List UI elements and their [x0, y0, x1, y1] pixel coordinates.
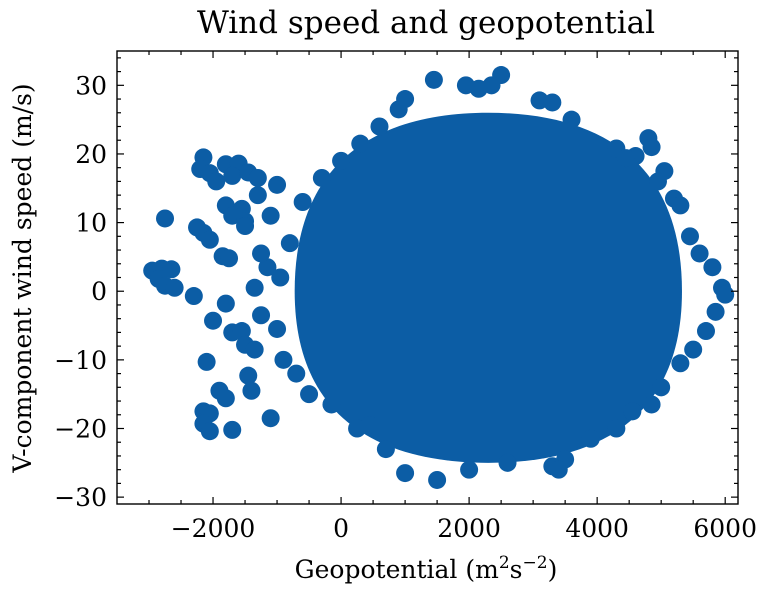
y-tick-label: 20: [75, 140, 107, 169]
scatter-point: [204, 311, 223, 330]
scatter-point: [197, 352, 216, 371]
scatter-point: [607, 419, 626, 438]
scatter-point: [207, 172, 226, 191]
scatter-point: [716, 285, 735, 304]
scatter-point: [156, 209, 175, 228]
scatter-point: [271, 268, 290, 287]
scatter-point: [706, 302, 725, 321]
scatter-point: [300, 385, 319, 404]
scatter-point: [200, 422, 219, 441]
scatter-point: [248, 186, 267, 205]
scatter-point: [242, 381, 261, 400]
scatter-point: [293, 193, 312, 211]
scatter-point: [162, 260, 181, 279]
scatter-point: [684, 340, 703, 359]
x-tick-label: 4000: [565, 514, 629, 543]
scatter-point: [280, 234, 299, 253]
x-tick-label: 6000: [693, 514, 757, 543]
tick-labels: −2000 0 2000 4000 6000 −30 −20 −10 0 10 20 30: [54, 71, 757, 543]
y-tick-label: −20: [54, 415, 107, 444]
scatter-point: [258, 258, 277, 277]
scatter-point: [236, 217, 255, 236]
x-tick-label: 0: [333, 514, 349, 543]
scatter-point: [239, 366, 258, 385]
scatter-point: [245, 340, 264, 359]
x-axis-label-mid: s: [510, 555, 523, 584]
scatter-point: [543, 93, 562, 112]
scatter-point: [268, 175, 287, 194]
scatter-point: [460, 460, 479, 479]
x-axis-label-sup2: −2: [523, 553, 548, 573]
x-axis-label-sup1: 2: [499, 553, 510, 573]
scatter-point: [232, 322, 251, 341]
scatter-point: [245, 278, 264, 297]
scatter-point: [184, 287, 203, 306]
x-axis-label-end: ): [548, 555, 558, 584]
point-cloud-body: [294, 112, 682, 463]
scatter-point: [616, 149, 635, 168]
y-tick-label: 0: [91, 277, 107, 306]
data-points: [143, 66, 735, 489]
y-axis-label: V-component wind speed (m/s): [8, 83, 37, 473]
scatter-point: [690, 244, 709, 263]
scatter-point: [456, 76, 475, 95]
scatter-point: [252, 244, 271, 263]
scatter-point: [220, 249, 239, 268]
x-tick-label: −2000: [171, 514, 256, 543]
scatter-point: [370, 117, 389, 136]
y-tick-label: 10: [75, 209, 107, 238]
scatter-point: [424, 70, 443, 89]
scatter-point: [216, 294, 235, 313]
scatter-point: [165, 278, 184, 297]
scatter-point: [623, 402, 642, 421]
scatter-point: [376, 440, 395, 459]
scatter-point: [642, 138, 661, 157]
x-axis-label: Geopotential (m2s−2): [295, 553, 558, 584]
scatter-point: [348, 419, 367, 438]
axis-ticks: [117, 51, 738, 504]
point-cloud: [294, 112, 682, 463]
scatter-point: [652, 378, 671, 397]
scatter-point: [274, 350, 293, 369]
scatter-point: [261, 409, 280, 428]
scatter-point: [428, 470, 447, 489]
y-tick-label: −10: [54, 346, 107, 375]
scatter-point: [671, 354, 690, 373]
scatter-point: [562, 110, 581, 129]
scatter-point: [680, 227, 699, 246]
scatter-point: [389, 100, 408, 119]
scatter-point: [216, 389, 235, 408]
scatter-point: [287, 364, 306, 383]
scatter-point: [322, 395, 341, 414]
scatter-point: [671, 196, 690, 215]
scatter-point: [200, 230, 219, 249]
scatter-point: [261, 206, 280, 225]
scatter-point: [696, 322, 715, 341]
scatter-point: [312, 168, 331, 187]
scatter-point: [252, 306, 271, 325]
scatter-point: [223, 166, 242, 185]
scatter-point: [351, 134, 370, 153]
scatter-point: [332, 151, 351, 170]
scatter-point: [268, 319, 287, 338]
x-tick-label: 2000: [437, 514, 501, 543]
scatter-point: [248, 168, 267, 187]
chart-title: Wind speed and geopotential: [197, 5, 655, 41]
scatter-point: [642, 395, 661, 414]
scatter-point: [703, 258, 722, 277]
scatter-point: [396, 464, 415, 483]
scatter-point: [498, 453, 517, 472]
scatter-point: [648, 172, 667, 191]
scatter-point: [549, 460, 568, 479]
x-axis-label-main: Geopotential (m: [295, 555, 499, 584]
y-tick-label: −30: [54, 483, 107, 512]
y-tick-label: 30: [75, 71, 107, 100]
scatter-point: [223, 420, 242, 439]
scatter-point: [581, 429, 600, 448]
